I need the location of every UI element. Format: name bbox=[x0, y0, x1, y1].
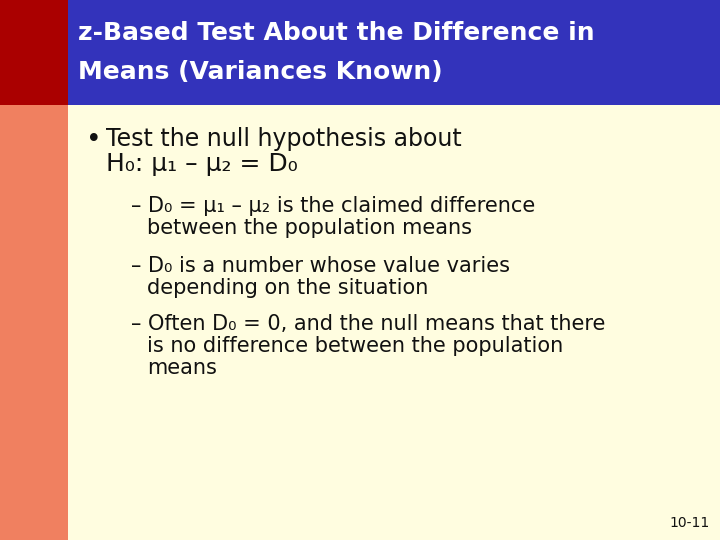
Text: – Often D₀ = 0, and the null means that there: – Often D₀ = 0, and the null means that … bbox=[131, 314, 606, 334]
Text: – D₀ = μ₁ – μ₂ is the claimed difference: – D₀ = μ₁ – μ₂ is the claimed difference bbox=[131, 196, 535, 216]
Text: depending on the situation: depending on the situation bbox=[147, 278, 428, 298]
Bar bbox=[0, 105, 68, 540]
Text: •: • bbox=[86, 127, 102, 153]
Text: Means (Variances Known): Means (Variances Known) bbox=[78, 60, 443, 84]
Bar bbox=[0, 0, 68, 105]
Text: 10-11: 10-11 bbox=[670, 516, 710, 530]
Text: between the population means: between the population means bbox=[147, 218, 472, 238]
Bar bbox=[68, 105, 720, 540]
Text: is no difference between the population: is no difference between the population bbox=[147, 336, 563, 356]
Text: H₀: μ₁ – μ₂ = D₀: H₀: μ₁ – μ₂ = D₀ bbox=[106, 152, 298, 176]
Text: z-Based Test About the Difference in: z-Based Test About the Difference in bbox=[78, 21, 595, 45]
Bar bbox=[0, 0, 720, 105]
Text: – D₀ is a number whose value varies: – D₀ is a number whose value varies bbox=[131, 256, 510, 276]
Text: Test the null hypothesis about: Test the null hypothesis about bbox=[106, 127, 462, 151]
Text: means: means bbox=[147, 358, 217, 378]
